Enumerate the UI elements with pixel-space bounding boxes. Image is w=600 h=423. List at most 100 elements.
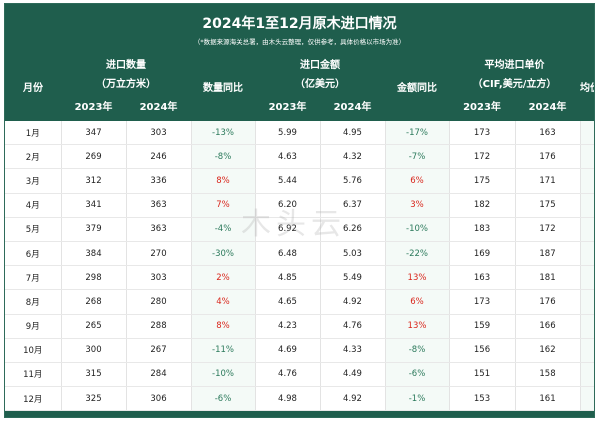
cell-amount-2023: 4.98 (255, 386, 321, 412)
cell-volume-2023: 325 (61, 386, 127, 412)
cell-price-2024: 163 (515, 121, 581, 146)
cell-amount-2023: 6.20 (255, 193, 321, 218)
header-amount-unit: （亿美元） (295, 78, 345, 90)
cell-volume-yoy: 8% (191, 314, 256, 339)
cell-amount-2023: 6.48 (255, 241, 321, 267)
cell-volume-2024: 306 (126, 386, 192, 412)
cell-amount-yoy: -6% (385, 362, 450, 388)
cell-price-yoy: -4% (580, 193, 594, 218)
cell-volume-2023: 265 (61, 314, 127, 339)
page-title: 2024年1至12月原木进口情况 (202, 16, 397, 32)
cell-volume-2023: 379 (61, 217, 127, 242)
header-year-2023: 2023年 (268, 101, 307, 113)
cell-volume-yoy: -13% (191, 121, 256, 146)
cell-volume-2024: 270 (126, 241, 192, 267)
cell-amount-yoy: -22% (385, 241, 450, 267)
cell-amount-2023: 4.63 (255, 144, 321, 170)
data-table: 1月347303-13%5.994.95-17%173163-5%2月26924… (5, 121, 594, 417)
header-volume: 进口数量 (106, 59, 146, 71)
column-headers: 月份 进口数量 数量同比 进口金额 金额同比 平均进口单价 均价同比 （万立方米… (5, 53, 594, 119)
header-amount: 进口金额 (300, 59, 340, 71)
cell-volume-2023: 312 (61, 168, 127, 194)
header-amount-yoy: 金额同比 (397, 82, 437, 94)
cell-price-2024: 171 (515, 168, 581, 194)
cell-price-2023: 173 (449, 121, 516, 146)
header-volume-yoy: 数量同比 (203, 82, 243, 94)
header-year-2023: 2023年 (74, 101, 113, 113)
cell-amount-2023: 4.69 (255, 338, 321, 363)
source-note: （*数据来源海关总署，由木头云整理，仅供参考，具体价格以市场为准） (193, 38, 406, 46)
cell-volume-yoy: -4% (191, 217, 256, 242)
cell-month: 7月 (5, 265, 62, 291)
cell-price-2023: 175 (449, 168, 516, 194)
cell-volume-2024: 363 (126, 217, 192, 242)
cell-month: 4月 (5, 193, 62, 218)
header-price-unit: （CIF,美元/立方） (472, 78, 557, 90)
cell-volume-2023: 3803 (61, 410, 126, 417)
cell-amount-yoy: 13% (385, 314, 450, 339)
cell-price-yoy: 4% (580, 338, 594, 363)
total-row: 合计38033610-5%63.8361.59-4%1681712% (5, 410, 594, 417)
cell-amount-2023: 4.85 (255, 265, 321, 291)
cell-price-yoy: -2% (580, 168, 594, 194)
header-volume-unit: （万立方米） (96, 78, 156, 90)
cell-month: 8月 (5, 289, 62, 315)
cell-month: 6月 (5, 241, 62, 267)
cell-month: 11月 (5, 362, 62, 388)
cell-price-yoy: 11% (580, 241, 594, 267)
cell-amount-2023: 4.23 (255, 314, 321, 339)
cell-price-yoy: 2% (580, 410, 594, 417)
cell-volume-yoy: -11% (191, 338, 256, 363)
cell-amount-2024: 4.92 (320, 289, 386, 315)
cell-amount-yoy: -1% (385, 386, 450, 412)
cell-volume-2024: 336 (126, 168, 192, 194)
cell-amount-yoy: 6% (385, 168, 450, 194)
cell-volume-yoy: -8% (191, 144, 256, 170)
cell-price-2024: 171 (515, 410, 580, 417)
cell-volume-2023: 315 (61, 362, 127, 388)
header-year-2023: 2023年 (463, 101, 501, 113)
cell-price-yoy: 2% (580, 144, 594, 170)
cell-amount-2023: 6.92 (255, 217, 321, 242)
cell-amount-2024: 6.37 (320, 193, 386, 218)
cell-amount-2023: 4.65 (255, 289, 321, 315)
cell-amount-2024: 4.92 (320, 386, 386, 412)
cell-volume-2024: 303 (126, 121, 192, 146)
cell-price-2024: 176 (515, 289, 581, 315)
cell-volume-yoy: -6% (191, 386, 256, 412)
cell-month: 3月 (5, 168, 62, 194)
cell-price-2024: 181 (515, 265, 581, 291)
cell-amount-yoy: 13% (385, 265, 450, 291)
header-year-2024: 2024年 (528, 101, 567, 113)
cell-amount-2024: 4.49 (320, 362, 386, 388)
cell-volume-yoy: 2% (191, 265, 256, 291)
cell-volume-2024: 280 (126, 289, 192, 315)
cell-volume-2024: 267 (126, 338, 192, 363)
cell-volume-2024: 284 (126, 362, 192, 388)
cell-price-2023: 172 (449, 144, 516, 170)
cell-price-2023: 182 (449, 193, 516, 218)
cell-price-2024: 161 (515, 386, 581, 412)
header-price-yoy: 均价同比 (580, 82, 594, 94)
cell-price-2024: 162 (515, 338, 581, 363)
cell-price-2023: 159 (449, 314, 516, 339)
cell-amount-yoy: -10% (385, 217, 450, 242)
cell-amount-yoy: -17% (385, 121, 450, 146)
cell-volume-2023: 341 (61, 193, 127, 218)
cell-amount-2024: 4.76 (320, 314, 386, 339)
cell-amount-2024: 5.03 (320, 241, 386, 267)
cell-amount-2023: 5.44 (255, 168, 321, 194)
import-table-card: 2024年1至12月原木进口情况 （*数据来源海关总署，由木头云整理，仅供参考，… (4, 3, 595, 418)
header-year-2024: 2024年 (139, 101, 178, 113)
